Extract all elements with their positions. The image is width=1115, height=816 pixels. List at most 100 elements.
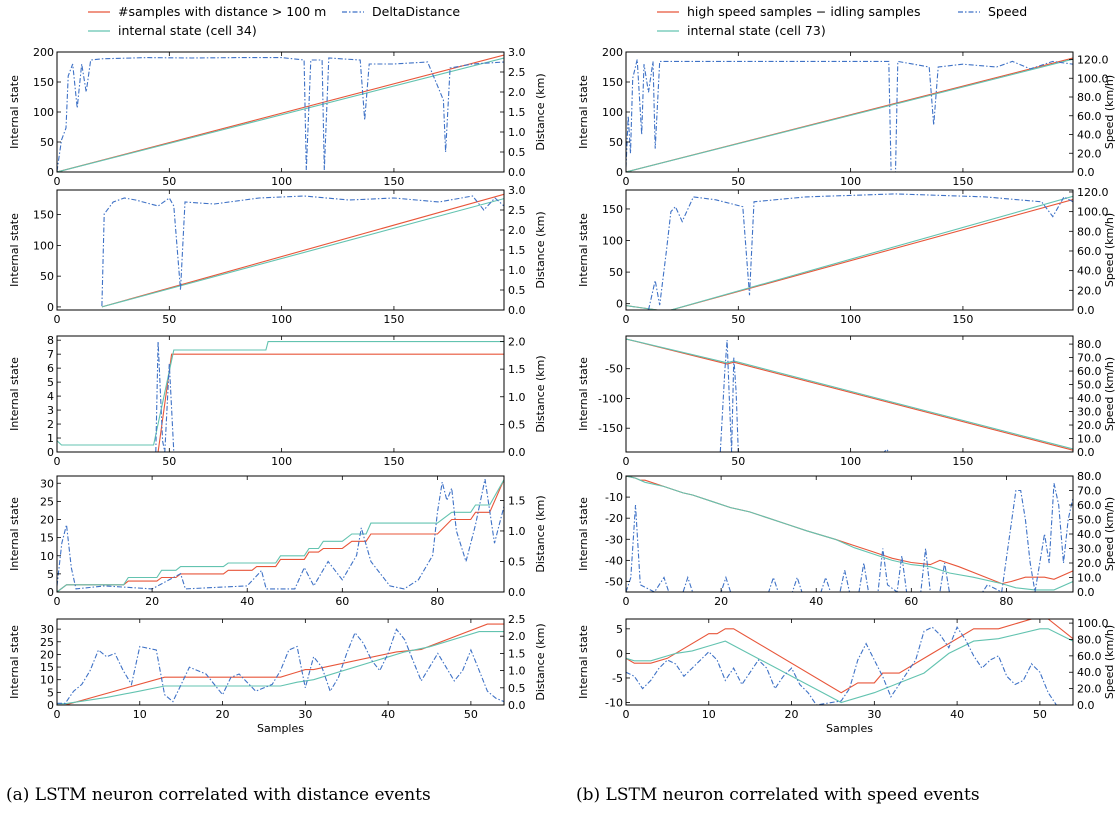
series-line — [155, 341, 175, 452]
y2-tick-label: 80.0 — [1077, 91, 1102, 104]
series-line — [101, 193, 504, 308]
axes-frame — [625, 618, 1074, 706]
y2-axis-label: Speed (km/h) — [1103, 625, 1115, 699]
y-tick-label: 100 — [602, 106, 623, 119]
series-line — [57, 631, 504, 705]
y-tick-label: 7 — [47, 348, 54, 361]
legend-label: Speed — [988, 4, 1027, 19]
y-tick-label: 0 — [47, 586, 54, 599]
y-tick-label: 0 — [616, 166, 623, 179]
y2-tick-label: 0.0 — [1077, 166, 1095, 179]
series-line — [626, 626, 1057, 705]
series-line — [626, 338, 1073, 451]
y2-tick-label: 20.0 — [1077, 683, 1102, 696]
y2-tick-label: 0.0 — [508, 304, 526, 317]
y2-axis-label: Speed (km/h) — [1103, 213, 1115, 287]
series-line — [626, 58, 1073, 172]
y-tick-label: 5 — [616, 623, 623, 636]
plot-area — [626, 57, 1073, 172]
y-tick-label: 25 — [40, 636, 54, 649]
y-tick-label: 0 — [47, 301, 54, 314]
legend-label: #samples with distance > 100 m — [118, 4, 326, 19]
y2-tick-label: 70.0 — [1077, 485, 1102, 498]
x-tick-label: 150 — [952, 313, 973, 326]
y-axis-label: Internal state — [8, 497, 21, 571]
y2-tick-label: 60.0 — [1077, 650, 1102, 663]
axes-frame — [56, 618, 505, 706]
x-tick-label: 40 — [381, 708, 395, 721]
x-tick-label: 0 — [54, 175, 61, 188]
y-tick-label: 100 — [33, 106, 54, 119]
legend-label: high speed samples − idling samples — [687, 4, 920, 19]
y-tick-label: 200 — [33, 46, 54, 59]
legend-entry: internal state (cell 73) — [657, 23, 826, 38]
x-tick-label: 50 — [731, 455, 745, 468]
series-line — [626, 476, 1073, 585]
x-tick-label: 60 — [335, 595, 349, 608]
y-tick-label: 15 — [40, 532, 54, 545]
x-tick-label: 0 — [54, 313, 61, 326]
y2-tick-label: 50.0 — [1077, 379, 1102, 392]
x-axis-label: Samples — [826, 722, 873, 735]
y-tick-label: 25 — [40, 495, 54, 508]
axes-frame — [625, 475, 1074, 593]
y2-tick-label: 50.0 — [1077, 514, 1102, 527]
series-line — [626, 476, 1073, 591]
y-tick-label: -10 — [605, 491, 623, 504]
series-line — [57, 628, 504, 704]
axes-frame — [625, 51, 1074, 173]
y2-tick-label: 100.0 — [1077, 72, 1109, 85]
y2-tick-label: 1.5 — [508, 106, 526, 119]
y-tick-label: -20 — [605, 512, 623, 525]
subplot-b-5: 0 10 20 30 40 50 -10 -5 0 5 0.0 20.0 40.0 60.0 80.0 100… — [577, 617, 1115, 735]
x-tick-label: 50 — [464, 708, 478, 721]
series-line — [626, 628, 1073, 704]
y-tick-label: 30 — [40, 623, 54, 636]
axes-frame — [625, 335, 1074, 453]
plot-area — [101, 193, 504, 308]
x-tick-label: 20 — [216, 708, 230, 721]
y2-tick-label: 20.0 — [1077, 147, 1102, 160]
y2-tick-label: 0.0 — [1077, 699, 1095, 712]
y2-tick-label: 0.0 — [508, 699, 526, 712]
y-axis-label: Internal state — [8, 75, 21, 149]
y-tick-label: 5 — [47, 376, 54, 389]
x-tick-label: 100 — [840, 175, 861, 188]
y-tick-label: 0 — [47, 166, 54, 179]
y2-tick-label: 60.0 — [1077, 245, 1102, 258]
subplot-b-2: 0 50 100 150 0 50 100 150 0.0 20.0 40.0 60.0 80.0 100… — [577, 186, 1115, 326]
y2-axis-label: Distance (km) — [534, 73, 547, 150]
x-tick-label: 30 — [867, 708, 881, 721]
y2-tick-label: 2.0 — [508, 336, 526, 349]
y2-tick-label: 30.0 — [1077, 543, 1102, 556]
x-tick-label: 100 — [271, 455, 292, 468]
plot-area — [626, 338, 1073, 452]
y2-tick-label: 1.5 — [508, 363, 526, 376]
y-axis-label: Internal state — [577, 75, 590, 149]
y2-tick-label: 70.0 — [1077, 352, 1102, 365]
subplot-a-5: 0 10 20 30 40 500510152025300.00.51.01.52.02.… — [8, 613, 547, 735]
x-tick-label: 50 — [731, 313, 745, 326]
y2-tick-label: 120.0 — [1077, 54, 1109, 67]
y-tick-label: 30 — [40, 477, 54, 490]
y2-tick-label: 80.0 — [1077, 225, 1102, 238]
x-tick-label: 0 — [623, 313, 630, 326]
y2-tick-label: 1.0 — [508, 126, 526, 139]
y-tick-label: -100 — [598, 392, 623, 405]
y2-tick-label: 0.5 — [508, 146, 526, 159]
y-axis-label: Internal state — [577, 497, 590, 571]
axes-frame — [56, 475, 505, 593]
y2-tick-label: 20.0 — [1077, 419, 1102, 432]
x-tick-label: 10 — [702, 708, 716, 721]
y2-tick-label: 1.5 — [508, 647, 526, 660]
y2-tick-label: 60.0 — [1077, 110, 1102, 123]
x-tick-label: 10 — [133, 708, 147, 721]
y-tick-label: 150 — [602, 203, 623, 216]
x-tick-label: 100 — [271, 175, 292, 188]
y2-tick-label: 10.0 — [1077, 572, 1102, 585]
y-tick-label: 50 — [40, 136, 54, 149]
y-tick-label: 0 — [616, 298, 623, 311]
y-axis-label: Internal state — [577, 625, 590, 699]
y2-tick-label: 2.5 — [508, 204, 526, 217]
